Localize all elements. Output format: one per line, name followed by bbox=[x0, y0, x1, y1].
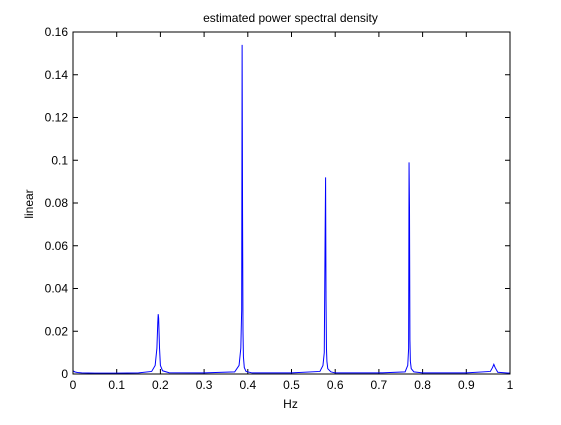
y-tick-label: 0 bbox=[61, 367, 68, 381]
x-tick-label: 0 bbox=[70, 378, 77, 392]
y-tick-label: 0.12 bbox=[45, 111, 69, 125]
x-tick-label: 0.8 bbox=[414, 378, 431, 392]
y-tick-label: 0.06 bbox=[45, 239, 69, 253]
y-tick-label: 0.14 bbox=[45, 68, 69, 82]
x-tick-label: 0.5 bbox=[283, 378, 300, 392]
x-tick-label: 0.7 bbox=[371, 378, 388, 392]
y-tick-label: 0.16 bbox=[45, 25, 69, 39]
y-tick-label: 0.04 bbox=[45, 282, 69, 296]
series-group bbox=[72, 44, 511, 374]
x-tick-label: 0.4 bbox=[239, 378, 256, 392]
plot-area-frame bbox=[72, 31, 511, 375]
x-tick-label: 0.3 bbox=[196, 378, 213, 392]
y-axis-ticks: 0 0.02 0.04 0.06 0.08 0.1 0.12 0.14 0.16 bbox=[45, 25, 510, 381]
x-axis-label: Hz bbox=[283, 397, 298, 411]
y-tick-label: 0.02 bbox=[45, 324, 69, 338]
y-tick-label: 0.08 bbox=[45, 196, 69, 210]
x-tick-label: 0.1 bbox=[108, 378, 125, 392]
psd-series-line bbox=[72, 44, 511, 374]
x-axis-ticks: 0 0.1 0.2 0.3 0.4 0.5 0.6 0.7 0.8 0.9 1 bbox=[70, 32, 514, 392]
y-tick-label: 0.1 bbox=[51, 153, 68, 167]
x-tick-label: 0.2 bbox=[152, 378, 169, 392]
x-tick-label: 1 bbox=[507, 378, 514, 392]
x-tick-label: 0.9 bbox=[458, 378, 475, 392]
x-tick-label: 0.6 bbox=[327, 378, 344, 392]
y-axis-label: linear bbox=[22, 189, 36, 218]
chart-title: estimated power spectral density bbox=[203, 11, 378, 25]
